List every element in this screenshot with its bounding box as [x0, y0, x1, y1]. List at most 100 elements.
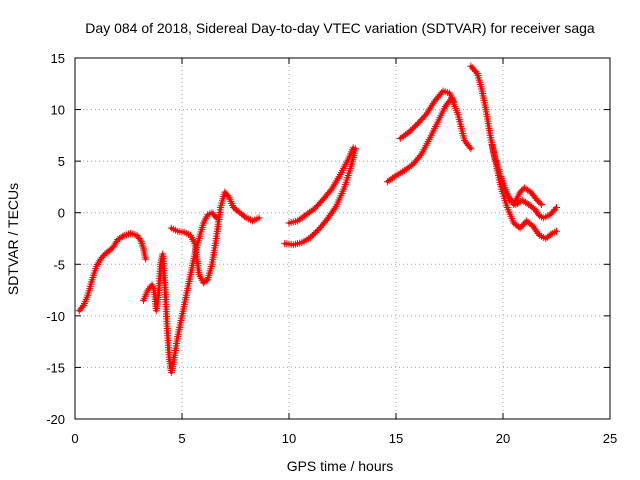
x-tick-label: 15 — [389, 431, 403, 446]
data-point — [419, 114, 427, 122]
data-point — [470, 66, 478, 74]
series-seg-10 — [497, 173, 546, 208]
data-point — [138, 239, 146, 247]
x-tick-label: 25 — [603, 431, 617, 446]
data-point — [149, 283, 157, 291]
data-point — [546, 211, 554, 219]
data-point — [472, 68, 480, 76]
data-point — [306, 233, 314, 241]
data-point — [112, 239, 120, 247]
data-point — [136, 236, 144, 244]
data-point — [144, 286, 152, 294]
y-tick-label: 15 — [51, 51, 65, 66]
data-point — [318, 222, 326, 230]
data-point — [324, 190, 332, 198]
data-point — [97, 255, 105, 263]
data-point — [331, 204, 339, 212]
x-tick-label: 0 — [71, 431, 78, 446]
data-point — [418, 115, 426, 123]
data-point — [409, 160, 417, 168]
data-point — [327, 210, 335, 218]
x-tick-label: 5 — [178, 431, 185, 446]
data-point — [349, 144, 357, 152]
data-point — [521, 219, 529, 227]
data-point — [142, 255, 150, 263]
data-point — [536, 199, 544, 207]
series-seg-6 — [383, 94, 475, 186]
data-point — [312, 229, 320, 237]
data-point — [321, 194, 329, 202]
data-point — [321, 218, 329, 226]
data-point — [95, 259, 103, 267]
data-point — [316, 198, 324, 206]
data-point — [96, 257, 104, 265]
data-point — [326, 187, 334, 195]
data-point — [433, 94, 441, 102]
series-seg-7 — [396, 87, 458, 142]
plot-frame — [74, 57, 611, 420]
series-seg-3 — [167, 188, 263, 287]
data-point — [407, 127, 415, 135]
series-seg-4 — [281, 145, 359, 249]
chart-title: Day 084 of 2018, Sidereal Day-to-day VTE… — [85, 20, 595, 36]
data-point — [255, 214, 263, 222]
data-point — [222, 190, 230, 198]
y-tick-label: -20 — [46, 412, 65, 427]
data-point — [93, 261, 101, 269]
data-point — [316, 223, 324, 231]
series-seg-5 — [285, 144, 357, 227]
data-point — [415, 118, 423, 126]
x-axis-label: GPS time / hours — [287, 458, 394, 474]
data-point — [549, 207, 557, 215]
data-point — [519, 221, 527, 229]
data-point — [553, 227, 560, 235]
data-point — [405, 128, 413, 136]
data-point — [208, 209, 216, 217]
data-point — [330, 206, 338, 214]
series-line — [169, 190, 261, 285]
data-point — [516, 224, 524, 232]
data-point — [410, 123, 418, 131]
data-point — [318, 197, 326, 205]
data-point — [328, 208, 336, 216]
data-point — [435, 92, 443, 100]
data-point — [308, 232, 316, 240]
data-point — [467, 62, 475, 70]
axes-ticks: 0 5 10 15 20 25 15 10 5 0 -5 -10 -15 -20 — [46, 51, 617, 446]
data-point — [326, 211, 334, 219]
data-point — [415, 153, 423, 161]
data-point — [310, 230, 318, 238]
data-point — [211, 212, 219, 220]
series-seg-8 — [467, 62, 560, 222]
data-point — [148, 281, 156, 289]
data-point — [416, 117, 424, 125]
data-point — [319, 220, 327, 228]
data-point — [436, 90, 444, 98]
data-point — [221, 188, 229, 196]
data-point — [241, 213, 249, 221]
data-point — [412, 122, 420, 130]
data-point — [92, 262, 100, 270]
data-point — [553, 204, 560, 212]
data-point — [466, 143, 474, 151]
data-point — [315, 225, 323, 233]
data-point — [98, 253, 106, 261]
data-point — [431, 97, 439, 105]
data-point — [314, 201, 322, 209]
data-point — [139, 243, 147, 251]
data-point — [407, 161, 415, 169]
x-tick-label: 20 — [496, 431, 510, 446]
data-point — [469, 64, 477, 72]
data-point — [551, 205, 559, 213]
data-point — [322, 192, 330, 200]
y-tick-label: -10 — [46, 309, 65, 324]
data-point — [390, 173, 398, 181]
data-point — [315, 200, 323, 208]
data-point — [138, 241, 146, 249]
data-point — [538, 200, 546, 208]
y-axis-label: SDTVAR / TECUs — [5, 183, 21, 295]
series-seg-1 — [75, 229, 150, 315]
data-point — [224, 192, 232, 200]
data-point — [119, 232, 127, 240]
